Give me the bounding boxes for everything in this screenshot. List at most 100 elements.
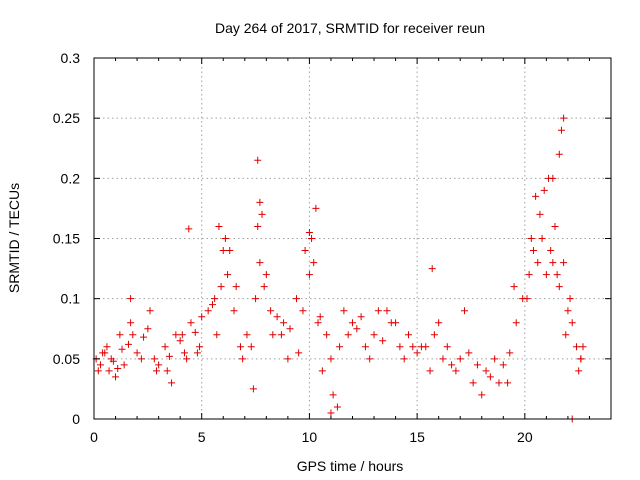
data-point <box>183 355 191 363</box>
axis-ticks <box>93 57 612 420</box>
data-point <box>456 355 464 363</box>
data-point <box>392 319 400 327</box>
data-point <box>243 331 251 339</box>
data-point <box>155 361 163 369</box>
data-point <box>161 343 169 351</box>
data-point <box>187 319 195 327</box>
data-point <box>426 367 434 375</box>
data-point <box>316 313 324 321</box>
data-point <box>99 349 107 357</box>
data-point <box>573 343 581 351</box>
data-point <box>428 265 436 273</box>
data-point <box>478 391 486 399</box>
x-axis-title: GPS time / hours <box>297 458 404 474</box>
data-point <box>566 295 574 303</box>
data-point <box>103 343 111 351</box>
data-point <box>305 228 313 236</box>
data-point <box>211 295 219 303</box>
data-point <box>568 319 576 327</box>
data-point <box>577 355 585 363</box>
data-point <box>127 319 135 327</box>
data-point <box>534 259 542 267</box>
data-point <box>178 331 186 339</box>
y-tick-label: 0.05 <box>53 351 80 367</box>
y-tick-label: 0.15 <box>53 231 80 247</box>
data-point <box>129 331 137 339</box>
data-point <box>430 331 438 339</box>
x-tick-label: 20 <box>517 429 533 445</box>
data-point <box>254 156 262 164</box>
data-point <box>163 367 171 375</box>
data-point <box>560 114 568 122</box>
data-point <box>105 367 113 375</box>
data-point <box>379 337 387 345</box>
data-point <box>491 355 499 363</box>
data-point <box>193 349 201 357</box>
data-point <box>551 222 559 230</box>
data-point <box>254 222 262 230</box>
data-point <box>545 174 553 182</box>
data-point <box>461 307 469 315</box>
data-point <box>340 307 348 315</box>
data-point <box>512 319 520 327</box>
data-point <box>553 271 561 279</box>
data-point <box>176 337 184 345</box>
data-point <box>284 355 292 363</box>
data-point <box>557 126 565 134</box>
data-points <box>92 114 587 423</box>
chart-title: Day 264 of 2017, SRMTID for receiver reu… <box>215 20 485 36</box>
data-point <box>208 301 216 309</box>
data-point <box>267 307 275 315</box>
data-point <box>107 355 115 363</box>
data-point <box>247 343 255 351</box>
data-point <box>465 349 473 357</box>
data-point <box>258 210 266 218</box>
data-point <box>366 355 374 363</box>
data-point <box>357 313 365 321</box>
x-tick-label: 0 <box>90 429 98 445</box>
data-point <box>349 319 356 327</box>
data-point <box>448 361 456 369</box>
data-point <box>133 349 141 357</box>
data-point <box>443 343 451 351</box>
data-point <box>124 340 132 348</box>
data-point <box>286 325 294 333</box>
data-point <box>236 343 244 351</box>
data-point <box>374 307 382 315</box>
data-point <box>510 283 518 291</box>
data-point <box>221 235 229 242</box>
data-point <box>575 367 583 375</box>
data-point <box>542 271 550 279</box>
data-point <box>232 283 240 291</box>
data-point <box>560 259 568 267</box>
data-point <box>506 349 514 357</box>
data-point <box>198 313 206 321</box>
data-point <box>353 325 361 333</box>
data-point <box>185 225 193 233</box>
data-point <box>579 343 587 351</box>
data-point <box>327 409 335 417</box>
data-point <box>486 373 494 381</box>
data-point <box>262 271 270 279</box>
data-point <box>219 247 227 255</box>
data-point <box>396 343 404 351</box>
data-point <box>417 343 425 351</box>
data-point <box>538 235 546 242</box>
data-point <box>318 367 326 375</box>
data-point <box>308 235 316 242</box>
data-point <box>213 331 221 339</box>
data-point <box>435 319 443 327</box>
data-point <box>277 331 285 339</box>
data-point <box>116 331 124 339</box>
data-point <box>314 319 322 327</box>
data-point <box>239 355 247 363</box>
x-tick-label: 15 <box>409 429 425 445</box>
data-point <box>532 192 540 200</box>
data-point <box>529 247 537 255</box>
y-tick-label: 0.1 <box>61 291 81 307</box>
data-point <box>473 361 481 369</box>
data-point <box>301 247 309 255</box>
data-point <box>249 385 257 393</box>
data-point <box>204 307 212 315</box>
